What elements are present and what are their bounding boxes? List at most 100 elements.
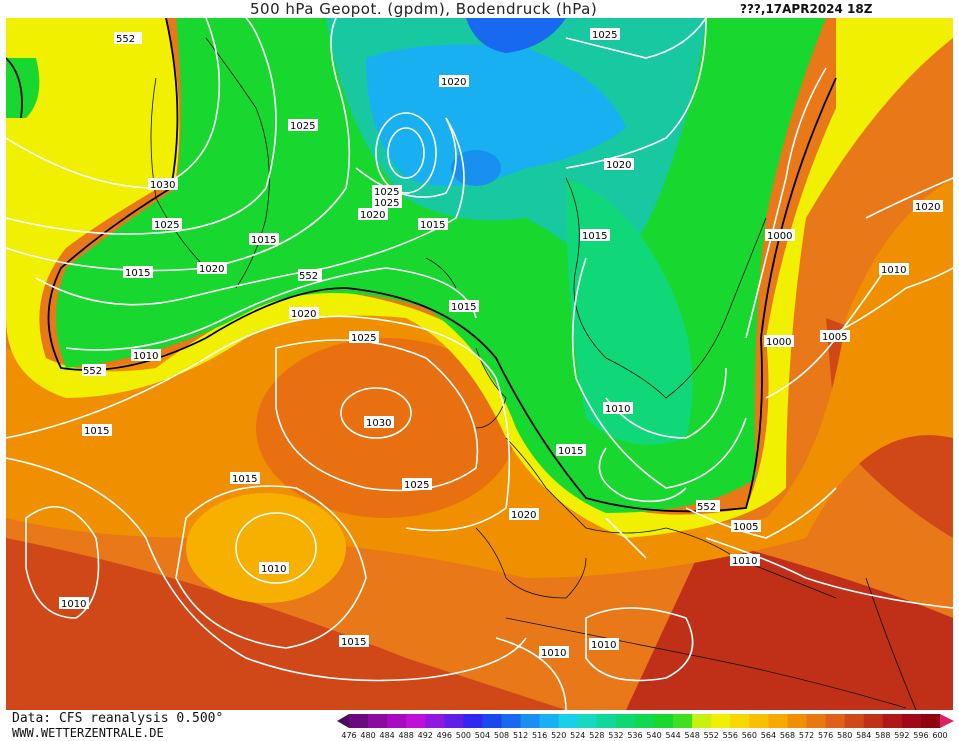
pressure-label: 1005 [733,522,758,533]
coast-british-isles [475,347,507,429]
label-box [731,520,761,532]
pressure-label: 1025 [154,220,179,231]
legend-swatch [787,714,808,728]
pressure-label: 1010 [591,640,616,651]
label-box [82,364,106,376]
legend-swatch [482,714,503,728]
label-box [114,32,142,44]
legend-swatch [806,714,827,728]
isobar-azores-1015 [175,485,367,649]
coast-europe [505,437,837,599]
isobar-1020 [6,18,351,272]
field-azores-yellow [186,493,346,603]
label-box [249,233,279,245]
label-box [580,229,610,241]
label-box [358,208,388,220]
legend-tick-label: 576 [818,731,833,740]
legend-swatch [768,714,788,728]
isobar-1015-south [6,457,527,682]
legend-tick-label: 568 [780,731,795,740]
website-url: WWW.WETTERZENTRALE.DE [12,726,164,740]
legend-swatch [558,714,579,728]
pressure-label: 552 [697,502,716,513]
label-box [590,28,620,40]
label-box [152,218,182,230]
contour-552-west [6,57,23,119]
legend-swatch [634,714,655,728]
isobar-1010-africa [585,607,694,682]
isobar-1020-nordic [565,18,707,169]
legend-tick-label: 572 [799,731,814,740]
legend-tick-label: 588 [875,731,890,740]
legend-tick-label: 556 [723,731,738,740]
label-box [372,185,402,197]
isobars [6,18,953,710]
legend-swatch [349,714,369,728]
isobar-low-1020 [375,112,437,194]
legend-tick-label: 600 [932,731,947,740]
label-box [418,218,448,230]
legend-swatch [596,714,617,728]
label-box [820,330,850,342]
label-box [148,178,178,190]
label-box [339,635,369,647]
pressure-label: 1020 [606,160,631,171]
legend-arrow-left [337,714,349,728]
pressure-label: 1015 [558,446,583,457]
pressure-label: 1015 [232,474,257,485]
legend-tick-label: 516 [532,731,547,740]
legend-swatch [444,714,464,728]
pressure-label: 1015 [125,268,150,279]
pressure-label: 1020 [199,264,224,275]
legend-tick-label: 532 [608,731,623,740]
pressure-label: 1010 [261,564,286,575]
label-box [509,508,539,520]
pressure-label: 1015 [582,231,607,242]
pressure-label: 1015 [251,235,276,246]
legend-swatch [539,714,560,728]
legend-swatch [501,714,522,728]
weather-map: 552 1025 1020 1025 1025 1030 1025 1020 1… [6,18,953,710]
legend-tick-label: 592 [894,731,909,740]
legend-swatch [406,714,426,728]
legend-tick-label: 512 [513,731,528,740]
legend-tick-label: 548 [685,731,700,740]
legend-tick-label: 544 [665,731,680,740]
isobar-1010-central [605,367,727,439]
legend-swatch [825,714,846,728]
legend-swatch [520,714,541,728]
coast-iberia [475,527,587,599]
pressure-labels: 552 1025 1020 1025 1025 1030 1025 1020 1… [59,28,943,659]
pressure-label: 552 [83,366,102,377]
legend-tick-label: 560 [742,731,757,740]
legend-swatch [425,714,445,728]
pressure-label: 1020 [291,309,316,320]
pressure-label: 1025 [592,30,617,41]
pressure-label: 1020 [441,77,466,88]
coast-iceland [425,257,457,289]
pressure-label: 1000 [767,231,792,242]
legend-tick-label: 484 [379,731,394,740]
legend-tick-label: 504 [475,731,490,740]
coast-north-africa [505,617,907,709]
pressure-label: 1025 [374,187,399,198]
legend-tick-label: 508 [494,731,509,740]
pressure-label: 1005 [822,332,847,343]
pressure-label: 552 [116,34,135,45]
isobar-1030 [6,18,221,189]
legend-tick-label: 536 [627,731,642,740]
legend-swatch [730,714,750,728]
label-box [288,119,318,131]
label-box [197,262,227,274]
pressure-label: 1015 [341,637,366,648]
isobar-1015-north [35,117,465,306]
pressure-label: 1030 [150,180,175,191]
label-box [913,200,943,212]
label-box [372,196,402,208]
pressure-label: 1025 [404,480,429,491]
legend-swatch [844,714,865,728]
pressure-label: 1030 [366,418,391,429]
label-box [556,444,586,456]
label-box [349,331,379,343]
pressure-label: 1010 [732,556,757,567]
